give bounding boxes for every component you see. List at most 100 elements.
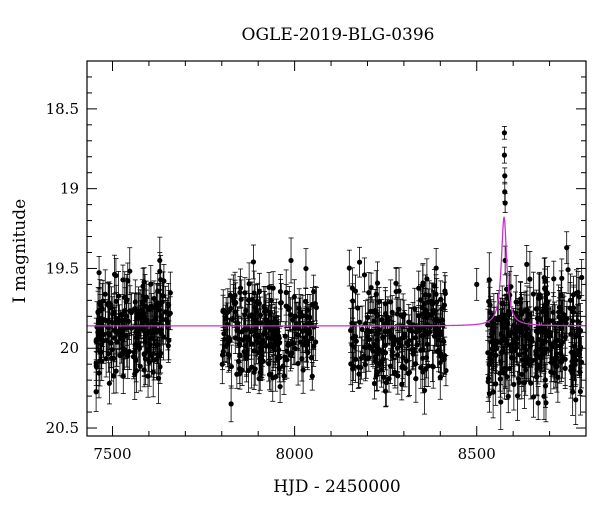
data-point — [140, 283, 146, 289]
y-tick-label: 19 — [60, 180, 79, 198]
data-point — [258, 355, 264, 361]
data-point — [141, 367, 147, 373]
data-point — [577, 388, 583, 395]
data-point — [148, 335, 154, 341]
data-point — [145, 373, 151, 379]
data-point — [309, 301, 315, 308]
data-point — [292, 345, 298, 352]
data-point — [350, 363, 357, 369]
data-point — [499, 350, 505, 356]
data-point — [157, 257, 163, 264]
data-point — [126, 348, 132, 355]
data-point — [384, 314, 390, 320]
data-point — [438, 296, 444, 302]
data-point — [348, 327, 354, 334]
data-point — [537, 295, 543, 301]
data-point — [94, 364, 100, 370]
data-point — [416, 312, 422, 319]
y-tick-label: 18.5 — [46, 100, 79, 118]
data-point — [143, 303, 149, 310]
data-point — [249, 364, 255, 370]
model-curve — [87, 215, 586, 327]
data-point — [439, 305, 445, 312]
data-point — [538, 325, 544, 331]
data-point — [289, 340, 296, 346]
data-point — [394, 345, 401, 351]
data-point — [556, 304, 562, 310]
data-point — [125, 318, 132, 325]
data-point — [551, 370, 557, 376]
data-point — [573, 397, 579, 403]
data-point — [361, 272, 368, 278]
data-point — [233, 300, 239, 306]
data-point — [500, 367, 506, 373]
data-point — [555, 374, 561, 380]
data-point — [303, 265, 309, 272]
data-point — [113, 368, 119, 374]
data-point — [307, 330, 313, 336]
data-point — [528, 380, 534, 386]
data-point — [365, 314, 371, 320]
x-tick-label: 7500 — [93, 445, 131, 463]
event-point — [564, 245, 570, 251]
data-point — [430, 310, 436, 316]
event-point — [502, 200, 508, 206]
data-point — [131, 349, 137, 355]
data-point — [379, 349, 386, 355]
data-point — [109, 319, 115, 326]
data-point — [356, 259, 363, 265]
data-point — [573, 332, 580, 338]
data-point — [485, 322, 491, 328]
data-point — [376, 299, 382, 305]
data-point — [425, 311, 431, 317]
data-point — [237, 285, 244, 291]
data-point — [371, 380, 378, 387]
data-point — [426, 292, 432, 298]
data-point — [152, 327, 159, 333]
data-point — [241, 327, 247, 333]
data-point — [238, 296, 244, 302]
data-point — [366, 290, 372, 296]
data-point — [439, 317, 446, 323]
data-point — [527, 276, 533, 282]
plot-frame — [86, 60, 587, 437]
data-point — [551, 276, 557, 282]
data-point — [266, 284, 272, 291]
data-point — [113, 272, 119, 279]
event-point — [499, 300, 505, 307]
event-point — [501, 152, 508, 158]
data-point — [396, 336, 402, 343]
data-point — [504, 342, 510, 348]
data-point — [284, 348, 290, 354]
data-point — [552, 355, 558, 362]
data-point — [228, 401, 234, 407]
data-point — [542, 383, 549, 389]
chart-title: OGLE-2019-BLG-0396 — [242, 25, 435, 45]
data-point — [378, 317, 385, 323]
data-point — [274, 355, 280, 362]
data-point — [311, 343, 317, 349]
data-point — [221, 331, 227, 337]
data-point — [565, 267, 571, 273]
data-point — [374, 280, 381, 286]
y-tick-label: 20.5 — [46, 419, 79, 437]
data-point — [420, 280, 426, 286]
data-point — [237, 289, 243, 296]
data-point — [516, 379, 522, 386]
data-point — [110, 355, 117, 361]
data-point — [579, 274, 585, 281]
data-point — [254, 338, 260, 344]
data-point — [242, 290, 248, 296]
data-point — [146, 359, 152, 365]
data-point — [429, 363, 436, 369]
data-point — [148, 281, 154, 287]
data-point — [226, 352, 232, 359]
data-point — [509, 330, 515, 336]
data-point — [243, 307, 249, 314]
data-point — [349, 320, 355, 326]
data-point — [286, 305, 292, 311]
data-point — [490, 330, 496, 336]
data-point — [352, 288, 359, 294]
data-point — [575, 289, 581, 296]
data-point — [277, 289, 284, 295]
